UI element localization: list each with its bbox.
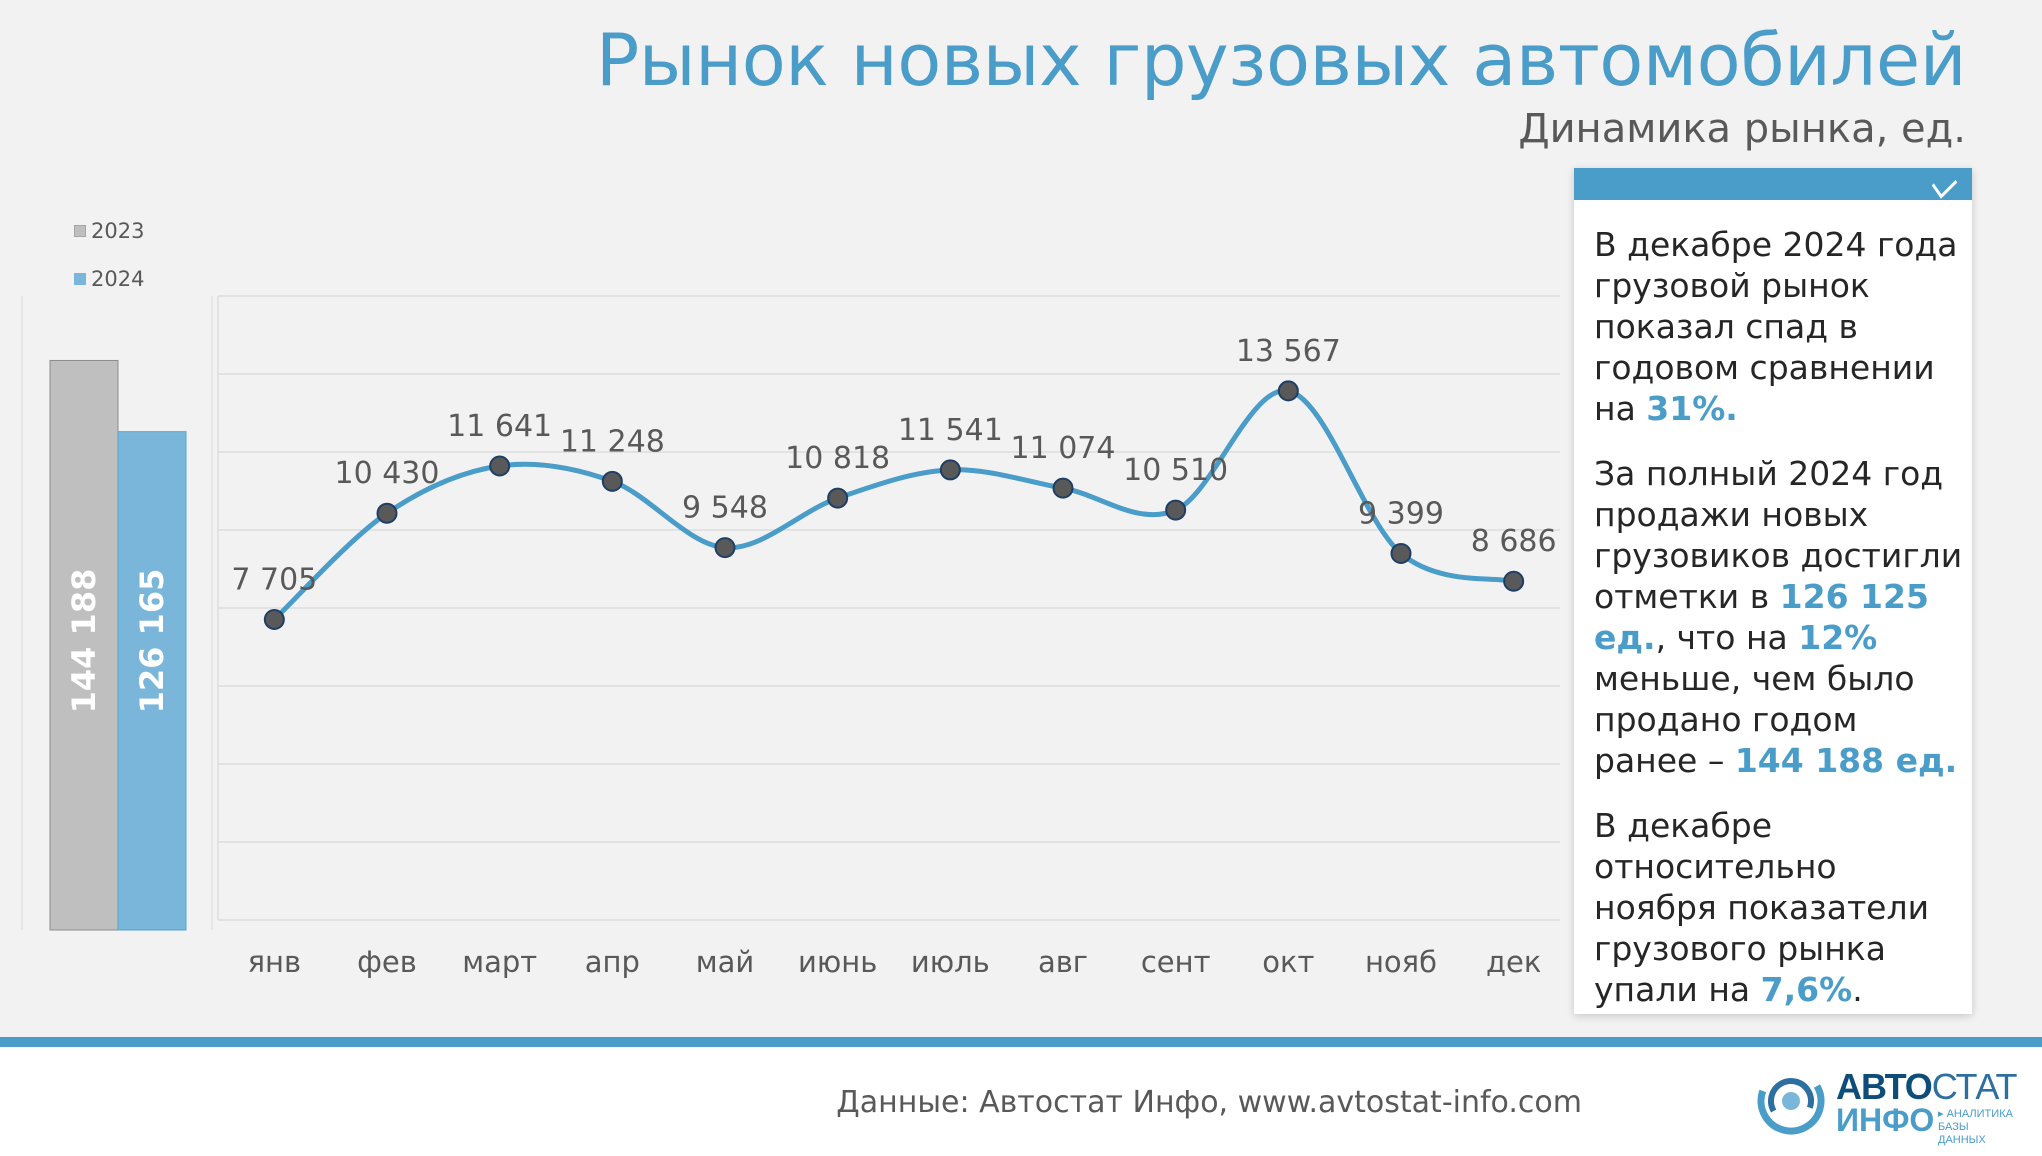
info-panel-header <box>1574 168 1972 200</box>
highlight-total-2023: 144 188 ед. <box>1734 741 1958 780</box>
data-label-янв: 7 705 <box>231 563 317 598</box>
data-label-авг: 11 074 <box>1011 431 1116 466</box>
info-panel: В декабре 2024 года грузовой рынок показ… <box>1574 168 1972 1014</box>
bar-2023 <box>49 359 119 931</box>
highlight-annual-drop: 12% <box>1798 618 1878 657</box>
data-point-окт <box>1277 380 1299 402</box>
footer <box>0 1047 2042 1156</box>
data-point-июнь <box>827 487 849 509</box>
data-point-авг <box>1052 477 1074 499</box>
data-label-сент: 10 510 <box>1123 453 1228 488</box>
logo-swirl-icon <box>1757 1067 1825 1135</box>
x-tick-label-фев: фев <box>357 945 417 979</box>
data-label-фев: 10 430 <box>335 456 440 491</box>
data-point-май <box>714 537 736 559</box>
highlight-yoy-drop: 31%. <box>1646 389 1738 428</box>
logo-wordmark: АВТОСТАТ <box>1836 1066 2018 1107</box>
bar-value-label-2024: 126 165 <box>133 569 171 714</box>
monthly-line-chart: 7 705 янв 10 430 фев 11 641 март 11 248 апр 9 54… <box>217 295 1560 979</box>
data-label-нояб: 9 399 <box>1358 496 1444 531</box>
x-tick-label-дек: дек <box>1486 945 1541 979</box>
bottom-accent-stripe <box>0 1037 2042 1047</box>
x-tick-label-янв: янв <box>248 945 302 979</box>
info-text: В декабре 2024 года грузовой рынок показ… <box>1594 224 1968 1034</box>
x-tick-label-июль: июль <box>911 945 990 979</box>
data-point-март <box>489 455 511 477</box>
data-label-июль: 11 541 <box>898 413 1003 448</box>
page-subtitle: Динамика рынка, ед. <box>1518 106 1966 152</box>
data-label-дек: 8 686 <box>1471 524 1557 559</box>
info-paragraph-1: В декабре 2024 года грузовой рынок показ… <box>1594 225 1958 428</box>
data-label-май: 9 548 <box>682 491 768 526</box>
page-title: Рынок новых грузовых автомобилей <box>595 18 1967 102</box>
x-tick-label-нояб: нояб <box>1365 945 1437 979</box>
data-point-апр <box>601 470 623 492</box>
check-icon <box>1931 169 1958 199</box>
legend-swatch-2024 <box>74 273 86 285</box>
x-tick-label-май: май <box>696 945 755 979</box>
data-source-credit: Данные: Автостат Инфо, www.avtostat-info… <box>836 1085 1582 1120</box>
data-label-апр: 11 248 <box>560 424 665 459</box>
autostat-logo: АВТОСТАТ ИНФО ▸ АНАЛИТИКА БАЗЫ ДАННЫХ <box>1756 1062 2018 1146</box>
legend-item-2023: 2023 <box>74 219 144 243</box>
data-point-сент <box>1165 499 1187 521</box>
logo-wordmark-info: ИНФО <box>1836 1102 1935 1138</box>
info-paragraph-2: За полный 2024 год продажи новых грузови… <box>1594 454 1963 780</box>
bar-2024 <box>117 431 187 931</box>
x-tick-label-авг: авг <box>1038 945 1088 979</box>
info-paragraph-3: В декабре относительно ноября показатели… <box>1594 806 1930 1009</box>
highlight-total-2024: 126 125 ед. <box>1594 577 1929 657</box>
legend-label-2024: 2024 <box>91 267 145 291</box>
legend-label-2023: 2023 <box>91 219 145 243</box>
data-point-дек <box>1503 570 1525 592</box>
data-label-март: 11 641 <box>447 409 552 444</box>
data-point-июль <box>939 459 961 481</box>
data-point-янв <box>263 609 285 631</box>
x-tick-label-сент: сент <box>1141 945 1211 979</box>
logo-tagline: ▸ АНАЛИТИКА БАЗЫ ДАННЫХ <box>1938 1108 2013 1146</box>
series-line-2024 <box>271 388 1517 623</box>
x-tick-label-апр: апр <box>585 945 640 979</box>
data-label-июнь: 10 818 <box>785 441 890 476</box>
legend-swatch-2023 <box>74 225 86 237</box>
data-point-нояб <box>1390 542 1412 564</box>
highlight-mom-drop: 7,6% <box>1760 970 1853 1009</box>
data-point-фев <box>376 502 398 524</box>
bar-value-label-2023: 144 188 <box>65 569 103 714</box>
x-tick-label-март: март <box>462 945 537 979</box>
annual-bar-chart: 144 188 126 165 <box>21 296 213 931</box>
x-tick-label-окт: окт <box>1262 945 1314 979</box>
data-label-окт: 13 567 <box>1236 334 1341 369</box>
legend-item-2024: 2024 <box>74 267 144 291</box>
x-tick-label-июнь: июнь <box>798 945 877 979</box>
